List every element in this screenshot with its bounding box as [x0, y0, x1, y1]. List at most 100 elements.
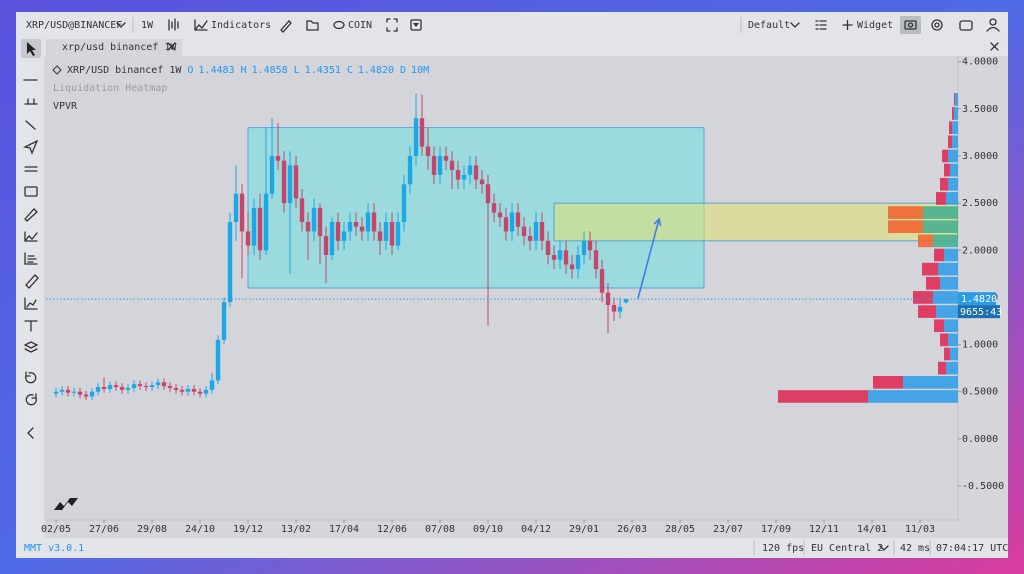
- candle-body: [227, 221, 233, 303]
- legend-value: 1.4351: [305, 65, 341, 76]
- list-icon[interactable]: [815, 20, 827, 30]
- pane-close[interactable]: [990, 42, 999, 51]
- layout-selector[interactable]: Default: [748, 20, 790, 31]
- x-tick-label: 02/05: [41, 524, 71, 535]
- ruler-tool[interactable]: [25, 274, 39, 289]
- profile-buy: [933, 291, 958, 304]
- pattern-tool[interactable]: [24, 231, 38, 242]
- measure-tool[interactable]: [24, 297, 38, 310]
- candle-body: [437, 155, 443, 175]
- candle-body: [179, 389, 185, 392]
- profile-buy: [944, 248, 958, 262]
- candle-body: [371, 212, 377, 232]
- settings-icon[interactable]: [931, 19, 943, 31]
- profile-sell: [940, 177, 948, 191]
- profile-buy: [950, 163, 958, 177]
- overlay-label[interactable]: VPVR: [53, 101, 78, 112]
- brush-tool[interactable]: [24, 208, 38, 222]
- profile-sell: [934, 248, 944, 262]
- candle-body: [335, 221, 341, 241]
- candle-body: [107, 385, 113, 389]
- arrow-tool[interactable]: [23, 139, 39, 155]
- profile-sell: [938, 361, 946, 375]
- candle-body: [515, 212, 521, 227]
- camera-lens: [907, 22, 914, 28]
- widget-button[interactable]: Widget: [857, 20, 893, 31]
- symbol-selector[interactable]: XRP/USD@BINANCEF: [26, 20, 122, 31]
- candle-body: [623, 299, 629, 303]
- candle-body: [293, 165, 299, 199]
- tab[interactable]: [46, 39, 182, 56]
- candle-body: [449, 160, 455, 171]
- region-selector[interactable]: EU Central 2: [811, 543, 883, 554]
- profile-buy: [950, 347, 958, 361]
- legend-label: H: [241, 65, 247, 76]
- screenshot-menu-icon[interactable]: [410, 19, 422, 31]
- candle-body: [281, 160, 287, 204]
- redo-button[interactable]: [25, 393, 37, 406]
- candle-body: [317, 207, 323, 237]
- indicators-button[interactable]: Indicators: [211, 20, 271, 31]
- candle-body: [497, 212, 503, 218]
- x-tick-label: 14/01: [857, 524, 887, 535]
- rectangle-tool[interactable]: [24, 186, 38, 197]
- candle-body: [233, 193, 239, 222]
- candle-body: [95, 387, 101, 392]
- account-icon[interactable]: [989, 18, 997, 26]
- parallel-tool[interactable]: [24, 166, 38, 172]
- x-tick-label: 26/03: [617, 524, 647, 535]
- chart-type-icon[interactable]: [168, 18, 179, 31]
- candle-body: [173, 387, 179, 390]
- overlay-label[interactable]: Liquidation Heatmap: [53, 83, 167, 94]
- candle-body: [209, 380, 215, 390]
- last-price-tag: [958, 292, 996, 306]
- profile-buy: [954, 107, 958, 120]
- undo-button[interactable]: [25, 371, 37, 384]
- coin-button[interactable]: COIN: [348, 20, 372, 31]
- legend-label: C: [347, 65, 353, 76]
- candle-body: [65, 389, 71, 393]
- candle-body: [221, 302, 227, 340]
- indicators-icon[interactable]: [194, 19, 208, 31]
- profile-sell: [873, 375, 903, 389]
- x-tick-label: 27/06: [89, 524, 119, 535]
- y-tick-label: 3.5000: [962, 104, 998, 115]
- legend-value: 1.4483: [198, 65, 234, 76]
- last-price-label: 1.4820: [961, 294, 997, 305]
- fullscreen-icon[interactable]: [386, 18, 398, 32]
- settings-center: [934, 22, 940, 28]
- draw-icon[interactable]: [280, 20, 292, 33]
- legend-symbol: XRP/USD binancef 1W: [67, 65, 182, 76]
- candle-body: [569, 264, 575, 270]
- profile-buy: [948, 149, 958, 163]
- bot-icon[interactable]: [959, 20, 973, 31]
- candle-body: [125, 387, 131, 390]
- fib-tool[interactable]: [24, 252, 38, 265]
- profile-sell: [926, 276, 940, 290]
- candle-body: [557, 250, 563, 260]
- folder-icon[interactable]: [306, 20, 319, 31]
- exchange-icon: [52, 65, 62, 75]
- layers-tool[interactable]: [23, 341, 39, 353]
- trend-tool[interactable]: [25, 120, 36, 130]
- collapse-button[interactable]: [27, 427, 34, 439]
- x-tick-label: 19/12: [233, 524, 263, 535]
- candle-body: [149, 385, 155, 388]
- x-tick-label: 12/06: [377, 524, 407, 535]
- interval-selector[interactable]: 1W: [141, 20, 154, 31]
- x-tick-label: 17/04: [329, 524, 359, 535]
- candle-body: [101, 387, 107, 389]
- candle-body: [605, 292, 611, 305]
- candle-body: [323, 236, 329, 255]
- profile-sell: [954, 93, 955, 106]
- pitchfork-tool[interactable]: [24, 98, 38, 105]
- tab-close[interactable]: [167, 42, 176, 51]
- text-tool[interactable]: [24, 320, 38, 332]
- candle-body: [473, 165, 479, 180]
- candle-body: [83, 394, 89, 397]
- watermark-logo: [54, 498, 78, 510]
- y-tick-label: -0.5000: [962, 481, 1004, 492]
- camera-button[interactable]: [900, 16, 921, 34]
- clock: 07:04:17 UTC: [936, 543, 1008, 554]
